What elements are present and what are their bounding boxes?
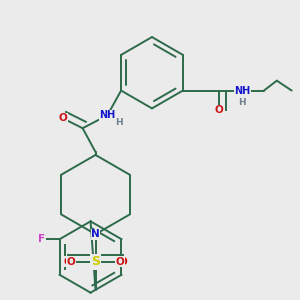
Text: S: S [91,256,100,268]
Text: O: O [115,257,124,267]
Text: H: H [238,98,246,107]
Text: NH: NH [234,85,250,96]
Text: N: N [91,229,100,239]
Text: NH: NH [99,110,116,120]
Text: F: F [38,234,45,244]
Text: H: H [116,118,123,127]
Text: O: O [119,257,128,267]
Text: O: O [67,257,76,267]
Text: S: S [91,256,100,268]
Text: O: O [58,113,67,123]
Text: O: O [63,257,72,267]
Text: O: O [215,105,224,116]
